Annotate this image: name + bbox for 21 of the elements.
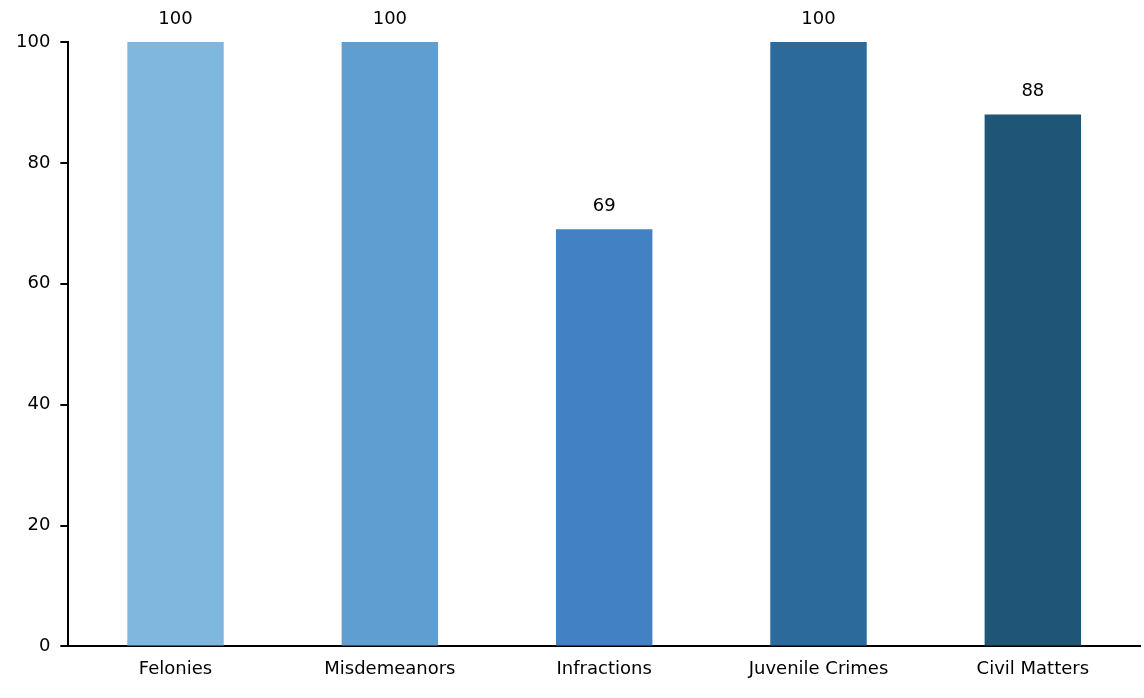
data-label: 100 [372, 6, 408, 28]
x-tick-label: Felonies [138, 656, 213, 678]
bar [127, 42, 224, 646]
y-tick-label: 20 [27, 513, 51, 535]
data-label: 69 [592, 194, 616, 216]
y-tick-label: 0 [38, 634, 51, 656]
data-label: 88 [1021, 79, 1045, 101]
y-tick-label: 40 [27, 392, 51, 414]
x-tick-label: Juvenile Crimes [747, 656, 889, 678]
bar [555, 229, 653, 646]
data-label: 100 [158, 6, 193, 28]
y-tick-label: 80 [27, 150, 51, 172]
x-tick-label: Infractions [556, 656, 652, 678]
bar [984, 114, 1082, 646]
bar [341, 42, 439, 646]
x-tick-label: Misdemeanors [324, 656, 456, 678]
data-label: 100 [801, 6, 836, 28]
bar [770, 42, 867, 646]
y-tick-label: 100 [16, 29, 51, 51]
x-tick-label: Civil Matters [976, 656, 1090, 678]
y-tick-label: 60 [27, 271, 51, 293]
